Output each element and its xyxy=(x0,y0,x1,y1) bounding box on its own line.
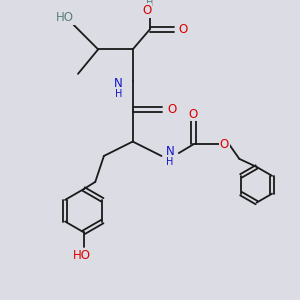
Text: O: O xyxy=(178,23,188,36)
Text: HO: HO xyxy=(73,249,91,262)
Text: N: N xyxy=(114,77,123,90)
Text: O: O xyxy=(220,138,229,151)
Text: O: O xyxy=(142,4,152,17)
Text: H: H xyxy=(146,0,154,8)
Text: H: H xyxy=(167,157,174,167)
Text: HO: HO xyxy=(56,11,74,24)
Text: O: O xyxy=(189,108,198,121)
Text: H: H xyxy=(115,89,122,99)
Text: O: O xyxy=(167,103,176,116)
Text: N: N xyxy=(166,145,175,158)
